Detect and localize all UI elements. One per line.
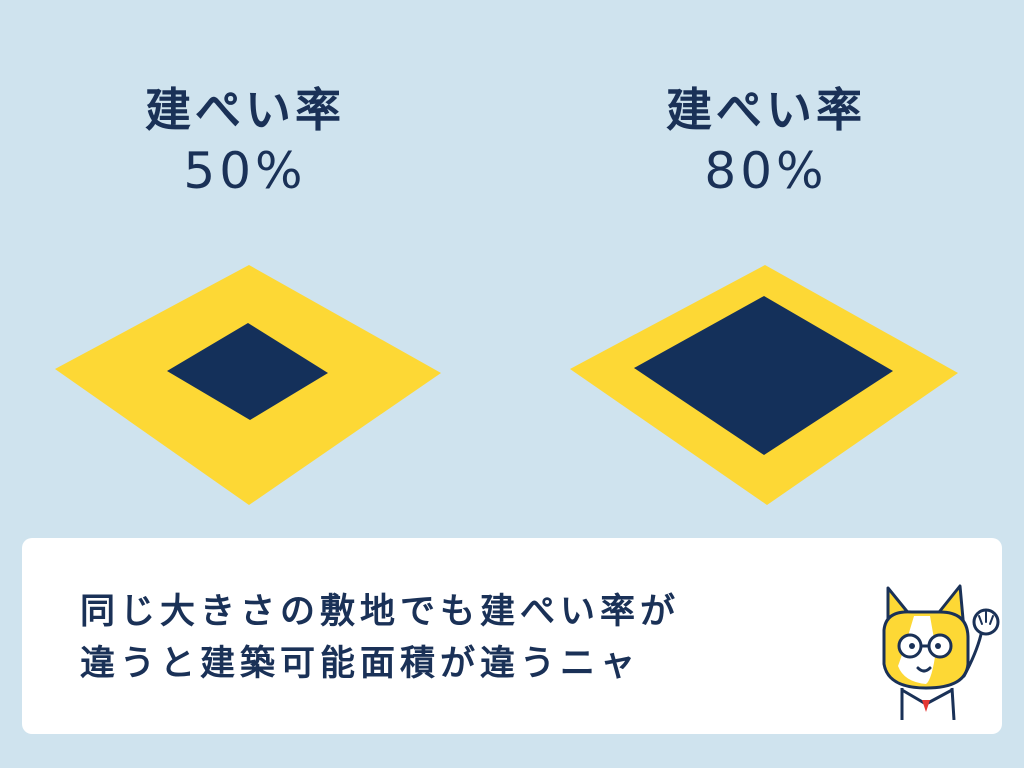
caption-box: 同じ大きさの敷地でも建ぺい率が 違うと建築可能面積が違うニャ	[22, 538, 1002, 734]
building-diamond-50	[167, 323, 328, 420]
cat-mascot-icon	[882, 584, 1000, 720]
coverage-ratio-title: 建ぺい率	[145, 83, 345, 137]
diagram-heading-50: 建ぺい率 50%	[95, 82, 395, 202]
caption-text: 同じ大きさの敷地でも建ぺい率が 違うと建築可能面積が違うニャ	[80, 586, 840, 690]
building-diamond-80	[634, 296, 893, 455]
lot-diagrams	[55, 265, 958, 505]
diagram-heading-80: 建ぺい率 80%	[616, 82, 916, 202]
coverage-ratio-value: 50%	[183, 141, 307, 200]
caption-line-2: 違うと建築可能面積が違うニャ	[80, 644, 641, 684]
caption-line-1: 同じ大きさの敷地でも建ぺい率が	[80, 592, 681, 632]
coverage-ratio-value: 80%	[704, 141, 828, 200]
coverage-ratio-title: 建ぺい率	[666, 83, 866, 137]
